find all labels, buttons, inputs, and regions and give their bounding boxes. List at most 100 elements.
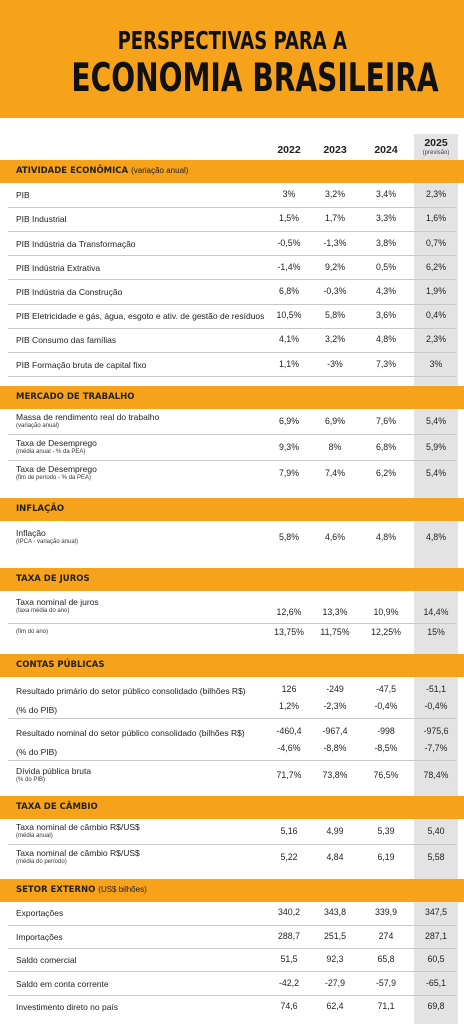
table-value: 5,9% <box>425 441 447 452</box>
table-value: -0,4% <box>424 701 448 712</box>
table-value: 1,9% <box>425 285 447 296</box>
row-separator <box>8 376 456 378</box>
table-value: -42,2 <box>278 977 300 988</box>
row-separator <box>8 971 456 973</box>
table-value: 6,8% <box>375 441 397 452</box>
table-value: 6,8% <box>278 285 300 296</box>
section-title: SETOR EXTERNO (US$ bilhões) <box>16 885 147 895</box>
row-label: Massa de rendimento real do trabalho <box>16 411 160 422</box>
table-value: -57,9 <box>375 977 397 988</box>
table-value: 7,3% <box>375 358 397 369</box>
row-label: Resultado nominal do setor público conso… <box>16 728 245 739</box>
row-label: Taxa de Desemprego <box>16 463 97 474</box>
section-title: TAXA DE CÂMBIO <box>16 802 98 812</box>
table-value: 3,6% <box>375 310 397 321</box>
table-value: 0,4% <box>425 310 447 321</box>
table-value: -8,5% <box>374 743 398 754</box>
table-value: 340,2 <box>277 907 300 918</box>
table-value: 4,8% <box>375 532 397 543</box>
row-separator <box>8 206 456 208</box>
row-sublabel: (% do PIB) <box>16 747 58 758</box>
row-separator <box>8 623 456 625</box>
table-value: 1,2% <box>278 701 300 712</box>
table-value: 9,2% <box>324 261 346 272</box>
table-value: 1,1% <box>278 358 300 369</box>
table-value: 1,7% <box>324 213 346 224</box>
row-note: (fim do ano) <box>16 628 49 635</box>
table-value: 65,8 <box>377 954 395 965</box>
table-value: 13,75% <box>274 626 304 637</box>
row-label: Taxa nominal de juros <box>16 597 99 608</box>
row-separator <box>8 924 456 926</box>
table-value: 69,8 <box>427 1000 445 1011</box>
section-title-text: TAXA DE CÂMBIO <box>16 801 98 812</box>
table-value: -998 <box>377 726 395 737</box>
table-value: -3% <box>327 358 343 369</box>
row-separator <box>8 351 456 353</box>
row-label: Taxa nominal de câmbio R$/US$ <box>16 821 140 832</box>
table-value: 14,4% <box>423 607 449 618</box>
row-label: Inflação <box>16 528 46 539</box>
table-value: 274 <box>378 930 394 941</box>
row-label: Saldo em conta corrente <box>16 978 109 989</box>
table-value: 11,75% <box>320 626 350 637</box>
row-label: PIB Consumo das famílias <box>16 335 117 346</box>
section-title: MERCADO DE TRABALHO <box>16 392 134 402</box>
table-value: 5,16 <box>280 825 298 836</box>
table-value: 2,3% <box>425 334 447 345</box>
column-year: 2024 <box>374 144 398 156</box>
table-value: 5,58 <box>427 851 445 862</box>
table-value: -27,9 <box>324 977 346 988</box>
table-value: -460,4 <box>276 726 302 737</box>
section-bar <box>0 160 464 183</box>
row-label: PIB Industrial <box>16 214 67 225</box>
row-label: Saldo comercial <box>16 955 77 966</box>
title-text: PERSPECTIVAS PARA A <box>117 26 347 55</box>
table-value: 126 <box>281 684 297 695</box>
table-value: 5,4% <box>425 415 447 426</box>
table-value: 4,8% <box>425 532 447 543</box>
table-value: 4,1% <box>278 334 300 345</box>
column-note: (previsão) <box>422 150 450 156</box>
section-title-text: TAXA DE JUROS <box>16 573 90 584</box>
row-label: PIB Indústria da Transformação <box>16 238 136 249</box>
section-subtitle: (variação anual) <box>131 166 189 175</box>
table-value: -0,4% <box>374 701 398 712</box>
table-value: 4,6% <box>324 532 346 543</box>
title-line: PERSPECTIVAS PARA A <box>0 26 464 55</box>
row-note: (fim de período - % da PEA) <box>16 474 92 481</box>
section-bar <box>0 878 464 902</box>
section-title: CONTAS PÚBLICAS <box>16 660 105 670</box>
table-value: 3,3% <box>375 213 397 224</box>
table-value: -8,8% <box>323 743 347 754</box>
table-value: -0,3% <box>323 285 347 296</box>
row-label: Resultado primário do setor público cons… <box>16 686 246 697</box>
section-title: ATIVIDADE ECONÔMICA (variação anual) <box>16 166 188 176</box>
row-label: PIB Indústria da Construção <box>16 286 123 297</box>
table-value: 5,4% <box>425 467 447 478</box>
table-value: 92,3 <box>326 954 344 965</box>
table-value: -2,3% <box>323 701 347 712</box>
table-value: 13,3% <box>322 607 348 618</box>
table-value: 6,2% <box>375 467 397 478</box>
table-value: 71,7% <box>276 769 302 780</box>
table-value: 4,8% <box>375 334 397 345</box>
table-value: 288,7 <box>277 930 300 941</box>
section-title-text: CONTAS PÚBLICAS <box>16 659 105 670</box>
row-label: Importações <box>16 931 63 942</box>
table-value: 5,22 <box>280 851 298 862</box>
row-separator <box>8 230 456 232</box>
table-value: -51,1 <box>425 684 447 695</box>
table-value: -7,7% <box>424 743 448 754</box>
table-value: 73,8% <box>322 769 348 780</box>
title-line: ECONOMIA BRASILEIRA <box>0 56 464 101</box>
row-note: (média do período) <box>16 858 67 865</box>
row-separator <box>8 947 456 949</box>
header-band <box>0 0 464 118</box>
row-note: (média anual - % da PEA) <box>16 448 86 455</box>
row-separator <box>8 460 456 462</box>
row-label: PIB Formação bruta de capital fixo <box>16 359 147 370</box>
row-separator <box>8 303 456 305</box>
table-value: 3,8% <box>375 237 397 248</box>
row-label: Taxa de Desemprego <box>16 437 97 448</box>
